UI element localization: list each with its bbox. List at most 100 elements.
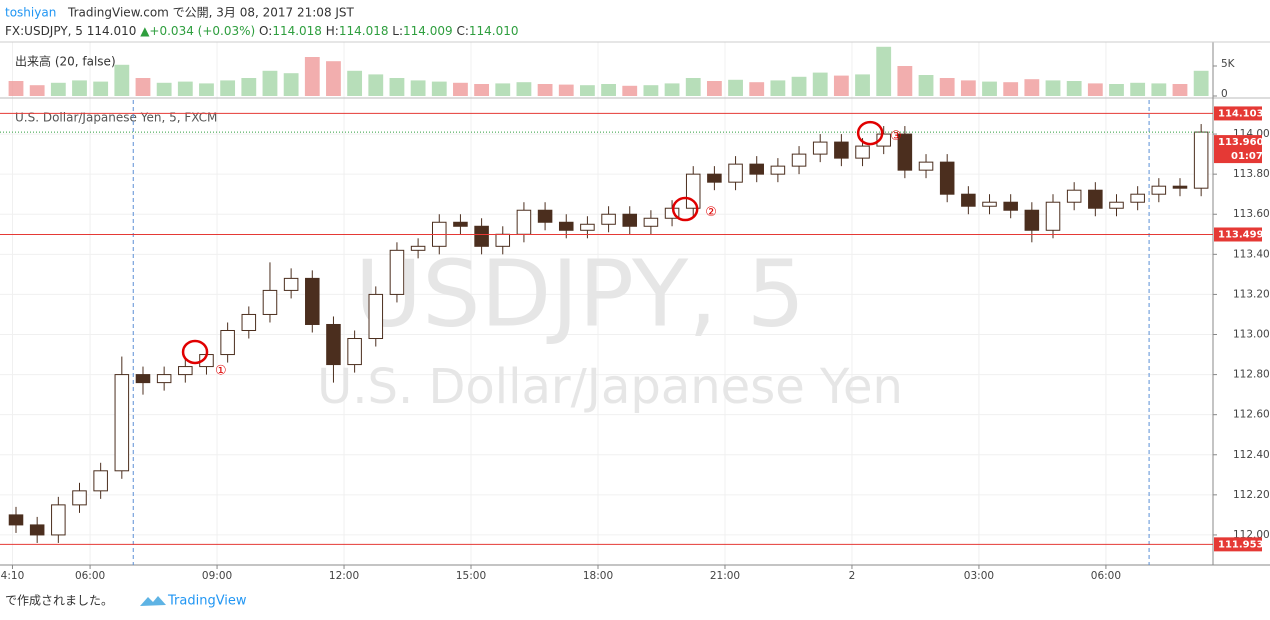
- volume-bar: [960, 80, 976, 96]
- watermark-sub: U.S. Dollar/Japanese Yen: [317, 359, 903, 415]
- volume-bar: [283, 73, 299, 96]
- candle-body: [961, 193, 976, 207]
- countdown: 01:07: [1231, 151, 1263, 162]
- last-price-label: 113.960: [1218, 137, 1264, 148]
- volume-bar: [706, 81, 722, 96]
- candle-body: [220, 329, 235, 356]
- volume-bar: [431, 81, 447, 96]
- x-tick-label: 21:00: [710, 570, 740, 582]
- candle-body: [283, 277, 299, 291]
- candle-body: [1045, 201, 1061, 231]
- volume-label: 出来高 (20, false): [15, 54, 116, 69]
- candle-body: [135, 374, 151, 384]
- ohlc-value: 114.009: [403, 24, 453, 38]
- volume-bar: [516, 82, 532, 96]
- volume-bar: [135, 78, 151, 96]
- y-tick-label: 113.400: [1233, 248, 1270, 260]
- volume-bar: [897, 66, 913, 96]
- volume-bar: [918, 75, 934, 96]
- volume-bar: [241, 78, 257, 96]
- volume-tick-label: 0: [1221, 88, 1228, 100]
- volume-bar: [304, 57, 320, 96]
- candle-body: [8, 514, 24, 526]
- x-tick-label: 4:10: [1, 570, 25, 582]
- candle-body: [178, 366, 193, 376]
- volume-bar: [8, 81, 24, 96]
- y-tick-label: 112.600: [1233, 409, 1270, 421]
- symbol: FX:USDJPY, 5: [5, 24, 83, 38]
- volume-bar: [728, 79, 743, 96]
- volume-bar: [1003, 82, 1019, 96]
- candle-body: [558, 221, 574, 231]
- candle-body: [1024, 209, 1040, 231]
- candle-body: [305, 277, 320, 325]
- change: ▲+0.034 (+0.03%): [140, 24, 255, 38]
- logo-text[interactable]: TradingView: [167, 594, 247, 609]
- annotation-circle: [671, 196, 699, 222]
- volume-bar: [664, 83, 680, 96]
- volume-bar: [29, 85, 45, 96]
- annotation-label: ②: [705, 205, 717, 220]
- volume-bar: [791, 76, 807, 96]
- annotation-circle: [181, 339, 209, 365]
- candle-body: [1109, 201, 1124, 209]
- last: 114.010: [87, 24, 137, 38]
- volume-bar: [495, 83, 511, 96]
- candle-body: [326, 323, 341, 366]
- candle-body: [495, 233, 511, 247]
- x-tick-label: 06:00: [75, 570, 105, 582]
- logo-icon[interactable]: [140, 596, 166, 606]
- user[interactable]: toshiyan: [5, 6, 56, 20]
- candle-body: [389, 249, 405, 295]
- ohlc-key: H:: [326, 24, 339, 38]
- candle-body: [855, 145, 870, 159]
- x-tick-label: 2: [849, 570, 856, 582]
- candle-body: [918, 161, 934, 171]
- level-box: [1214, 537, 1262, 552]
- candle-body: [685, 173, 701, 209]
- footer-text: で作成されました。: [5, 594, 113, 608]
- volume-bar: [1151, 83, 1167, 96]
- volume-bar: [643, 85, 659, 96]
- volume-bar: [1109, 84, 1124, 96]
- volume-bar: [199, 83, 214, 96]
- ohlc-value: 114.018: [272, 24, 322, 38]
- candle-body: [643, 217, 659, 227]
- volume-bar: [1024, 79, 1040, 96]
- y-tick-label: 113.000: [1233, 329, 1270, 341]
- candle-body: [347, 338, 362, 366]
- annotation-circle: [856, 120, 884, 146]
- x-tick-label: 12:00: [329, 570, 359, 582]
- volume-bar: [72, 80, 87, 96]
- candle-body: [1003, 201, 1018, 211]
- candle-body: [791, 153, 807, 167]
- volume-bar: [939, 78, 955, 96]
- candle-body: [834, 141, 849, 159]
- volume-bar: [1087, 83, 1103, 96]
- x-tick-label: 18:00: [583, 570, 613, 582]
- y-tick-label: 113.200: [1233, 288, 1270, 300]
- candle-body: [580, 223, 595, 231]
- published: TradingView.com で公開, 3月 08, 2017 21:08 J…: [67, 6, 355, 20]
- candle-body: [1172, 185, 1188, 189]
- volume-bar: [876, 46, 892, 96]
- candle-body: [156, 374, 172, 384]
- volume-bar: [601, 84, 616, 96]
- candle-body: [622, 213, 638, 227]
- volume-bar: [93, 81, 109, 96]
- volume-bar: [770, 80, 786, 96]
- x-tick-label: 06:00: [1091, 570, 1121, 582]
- volume-tick-label: 5K: [1221, 58, 1236, 70]
- candle-body: [939, 161, 955, 195]
- volume-bar: [114, 64, 130, 96]
- volume-bar: [50, 82, 66, 96]
- candle-body: [728, 163, 743, 183]
- ohlc-key: C:: [456, 24, 468, 38]
- volume-bar: [685, 78, 701, 96]
- symbol-line: FX:USDJPY, 5 114.010 ▲+0.034 (+0.03%) O:…: [5, 24, 519, 38]
- volume-bar: [1045, 80, 1061, 96]
- ohlc-value: 114.018: [339, 24, 389, 38]
- volume-bar: [622, 85, 638, 96]
